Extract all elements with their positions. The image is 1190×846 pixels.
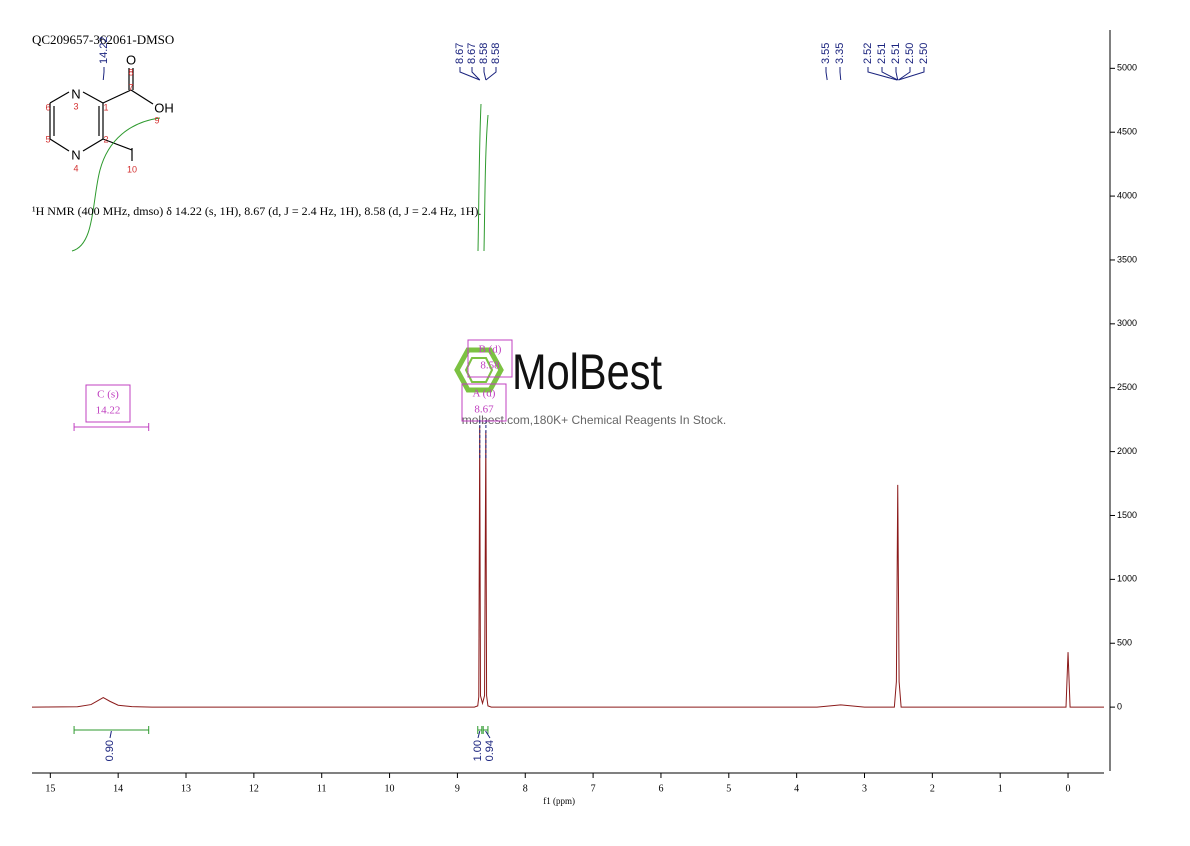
peak-connector — [459, 67, 480, 81]
atom-locant: 6 — [45, 102, 50, 112]
peak-label: 2.52 — [862, 43, 874, 64]
x-tick-label: 15 — [45, 783, 55, 794]
x-tick-label: 14 — [113, 783, 123, 794]
y-tick-label: 3500 — [1117, 254, 1137, 264]
integral-curves — [71, 103, 489, 252]
watermark-brand: MolBest — [512, 344, 662, 400]
y-tick-label: 500 — [1117, 638, 1132, 648]
multiplet-shift: 14.22 — [96, 405, 121, 417]
peak-label: 2.51 — [890, 43, 902, 64]
peak-connector — [485, 67, 497, 81]
x-tick-label: 0 — [1066, 783, 1071, 794]
peak-connector — [898, 67, 925, 81]
x-tick-label: 13 — [181, 783, 191, 794]
integral-connector — [485, 730, 491, 739]
multiplet-name: A (d) — [473, 388, 496, 400]
y-tick-label: 5000 — [1117, 63, 1137, 73]
y-tick-label: 1500 — [1117, 510, 1137, 520]
integral-connector — [109, 730, 112, 739]
y-tick-label: 3000 — [1117, 318, 1137, 328]
x-tick-label: 9 — [455, 783, 460, 794]
atom-locant: 10 — [127, 164, 137, 174]
x-tick-label: 4 — [794, 783, 799, 794]
peak-label: 8.67 — [454, 43, 466, 64]
atom-label: OH — [154, 100, 174, 115]
watermark-logo — [454, 347, 504, 393]
y-tick-label: 2500 — [1117, 382, 1137, 392]
multiplet-shift: 8.58 — [480, 360, 500, 372]
atom-locant: 1 — [103, 102, 108, 112]
y-tick-label: 4000 — [1117, 190, 1137, 200]
multiplet-box — [467, 339, 513, 378]
chart-title: QC209657-362061-DMSO — [32, 32, 174, 47]
peak-connector — [867, 67, 898, 81]
watermark-tagline: molbest.com,180K+ Chemical Reagents In S… — [462, 413, 726, 427]
x-tick-label: 7 — [591, 783, 596, 794]
atom-locant: 9 — [154, 115, 159, 125]
peak-label: 2.51 — [876, 43, 888, 64]
integral-label: 0.94 — [484, 740, 496, 761]
x-tick-label: 5 — [726, 783, 731, 794]
peak-label: 8.58 — [490, 43, 502, 64]
structure-bonds — [49, 68, 154, 161]
description: ¹H NMR (400 MHz, dmso) δ 14.22 (s, 1H), … — [32, 204, 481, 218]
peak-connector — [102, 67, 105, 81]
integral-label: 1.00 — [472, 740, 484, 761]
multiplet-box — [85, 384, 131, 423]
peak-connector — [895, 67, 899, 81]
multiplet-box — [461, 383, 507, 422]
y-tick-label: 1000 — [1117, 574, 1137, 584]
atom-locant: 4 — [73, 163, 78, 173]
y-tick-label: 0 — [1117, 701, 1122, 711]
peak-connector — [839, 67, 842, 81]
x-tick-label: 2 — [930, 783, 935, 794]
x-tick-label: 3 — [862, 783, 867, 794]
integral-label: 0.90 — [104, 740, 116, 761]
y-tick-label: 2000 — [1117, 446, 1137, 456]
x-tick-label: 11 — [317, 783, 327, 794]
peak-connector — [471, 67, 481, 81]
peak-label: 8.58 — [478, 43, 490, 64]
y-tick-label: 4500 — [1117, 127, 1137, 137]
x-tick-label: 6 — [658, 783, 663, 794]
x-tick-label: 1 — [998, 783, 1003, 794]
atom-locant: 7 — [128, 82, 133, 92]
spectrum-line — [31, 426, 1104, 708]
peak-label: 3.35 — [834, 43, 846, 64]
peak-connector — [825, 67, 828, 81]
atom-locant: 5 — [45, 134, 50, 144]
atom-locant: 3 — [73, 101, 78, 111]
peak-label: 14.22 — [98, 36, 110, 64]
atom-label: N — [71, 86, 80, 101]
multiplet-name: B (d) — [479, 344, 502, 356]
peak-label: 3.55 — [820, 43, 832, 64]
peak-connector — [898, 67, 911, 81]
peak-label: 8.67 — [466, 43, 478, 64]
x-axis-label: f1 (ppm) — [543, 796, 575, 806]
peak-label: 2.50 — [904, 43, 916, 64]
integral-connector — [477, 730, 481, 739]
peak-label: 2.50 — [918, 43, 930, 64]
x-tick-label: 10 — [385, 783, 395, 794]
peak-connector — [881, 67, 898, 81]
atom-locant: 2 — [103, 134, 108, 144]
x-tick-label: 8 — [523, 783, 528, 794]
peak-connector — [483, 67, 487, 81]
x-tick-label: 12 — [249, 783, 259, 794]
atom-label: O — [126, 52, 136, 67]
atom-label: N — [71, 147, 80, 162]
atom-locant: 8 — [128, 67, 133, 77]
multiplet-name: C (s) — [97, 389, 119, 401]
multiplet-shift: 8.67 — [474, 404, 494, 416]
